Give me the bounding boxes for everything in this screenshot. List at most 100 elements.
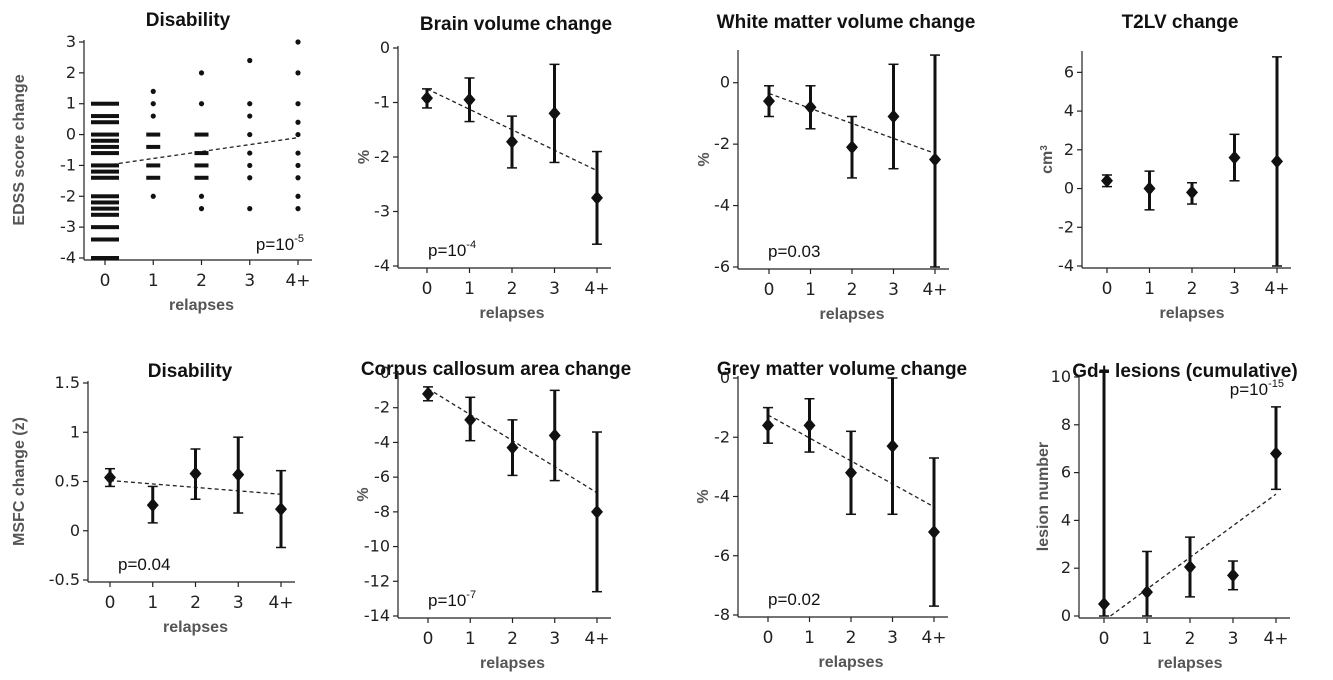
x-tick-label: 0 [1099,629,1110,649]
x-tick-label: 0 [764,280,775,300]
panel-title: T2LV change [1122,12,1239,33]
x-tick-label: 2 [507,629,518,649]
x-tick-label: 2 [1187,279,1198,299]
data-point [91,237,119,242]
p-value-base: p=10 [428,591,466,610]
x-tick-label: 4+ [922,280,947,300]
x-tick-label: 1 [1142,629,1153,649]
panel-title: Disability [146,10,231,31]
data-point [150,113,156,119]
y-tick-label: -2 [60,186,76,205]
y-tick-label: -4 [60,248,76,267]
x-tick-label: 3 [549,629,560,649]
trend-line [104,137,299,167]
y-tick-label: -4 [374,256,390,275]
x-axis-label: relapses [163,619,228,636]
y-tick-label: 0 [380,363,390,382]
data-point [295,162,301,169]
x-axis-label: relapses [820,306,885,323]
x-tick-label: 4+ [921,628,946,648]
x-tick-label: 2 [847,280,858,300]
data-point [91,194,119,199]
data-point [247,131,253,138]
mean-marker [506,440,519,455]
y-tick-label: -3 [60,217,76,236]
y-tick-label: -4 [1058,256,1074,275]
p-value-label: p=10-15 [1230,378,1284,399]
panel-title: Gd+ lesions (cumulative) [1072,361,1297,382]
x-tick-label: 1 [464,279,475,299]
data-point [198,193,205,199]
p-value-base: p=10 [428,241,466,260]
y-tick-label: 2 [1061,558,1071,577]
p-value-exponent: -15 [1268,378,1284,390]
x-tick-label: 3 [233,593,244,613]
y-tick-label: -1 [374,93,390,112]
x-tick-label: 3 [1228,629,1239,649]
x-tick-label: 2 [846,628,857,648]
x-axis-label: relapses [169,297,234,314]
data-point [295,150,301,156]
x-tick-label: 4+ [1264,279,1289,299]
p-value-exponent: -7 [466,589,476,601]
data-point [194,151,209,156]
mean-marker [422,386,434,401]
data-point [91,144,119,149]
mean-marker [803,418,816,433]
mean-marker [887,109,900,124]
data-point [150,101,156,107]
y-axis-label: cm3 [1039,145,1057,174]
chart-panel-6: Corpus callosum area change% -14 -12 -10 -8 -… [355,359,631,672]
mean-marker [232,467,245,482]
data-point [194,132,209,137]
data-point [146,144,161,149]
y-tick-label: 0 [720,368,730,387]
data-point [295,70,301,76]
mean-marker [146,498,159,513]
data-point [295,193,301,199]
mean-marker [928,525,940,540]
data-point [247,101,253,107]
y-tick-label: 2 [1064,140,1074,159]
data-point [198,101,205,107]
y-tick-label: -10 [364,537,390,556]
p-value-label: p=0.02 [768,590,820,609]
data-point [91,206,119,211]
mean-marker [1227,568,1239,583]
x-tick-label: 0 [105,593,116,613]
x-tick-label: 1 [147,593,158,613]
data-point [198,70,205,76]
y-tick-label: -2 [714,134,730,153]
data-point [194,175,209,180]
x-tick-label: 3 [244,271,255,291]
chart-panel-4: T2LV change cm3 -4 -2 0 2 4 6 0 1 2 3 4+ relapses [1039,12,1291,322]
data-point [91,200,119,205]
x-tick-label: 4+ [584,629,609,649]
y-tick-label: 0 [720,73,730,92]
mean-marker [421,91,433,106]
p-value-exponent: -5 [294,233,304,245]
data-point [91,212,119,217]
data-point [247,162,253,169]
data-point [146,163,161,168]
chart-panel-2: Brain volume change% -4 -3 -2 -1 0 0 1 2 3 4+ relap… [356,14,612,322]
data-point [91,225,119,230]
x-tick-label: 2 [196,271,207,291]
panel-title: Corpus callosum area change [361,359,631,380]
y-tick-label: 1.5 [55,373,80,392]
mean-marker [763,94,775,109]
mean-marker [1098,597,1110,612]
y-tick-label: 0 [70,521,80,540]
mean-marker [804,100,817,115]
mean-marker [1228,150,1241,165]
data-point [91,120,119,125]
y-tick-label: 1 [66,94,76,113]
p-value-base: p=0.03 [768,242,820,261]
data-point [194,163,209,168]
y-tick-label: 10 [1051,367,1071,386]
chart-panel-5: Disability MSFC change (z) -0.5 0 0.5 1 1.5 0 1 2… [11,361,295,636]
x-tick-label: 0 [763,628,774,648]
y-tick-label: -6 [374,467,390,486]
mean-marker [548,106,561,121]
mean-marker [463,92,476,107]
